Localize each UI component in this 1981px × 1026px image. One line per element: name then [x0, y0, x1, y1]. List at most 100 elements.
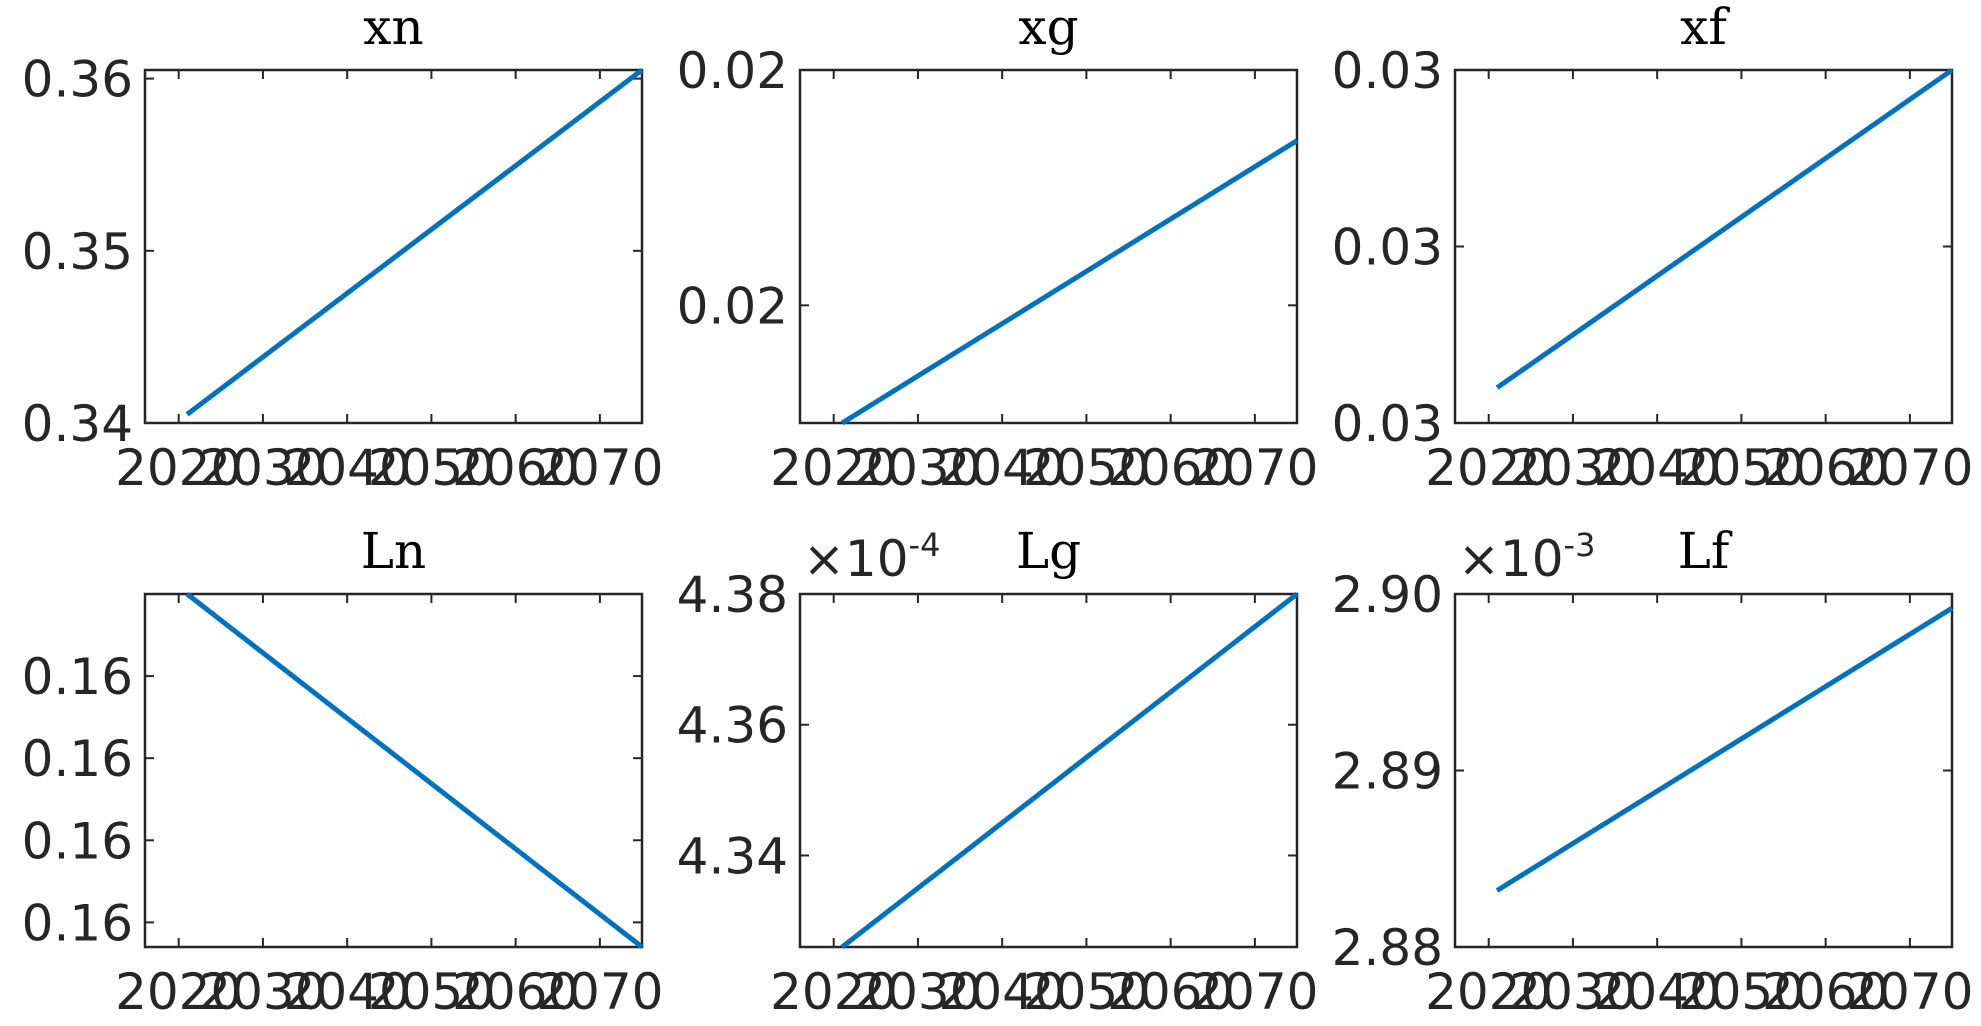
x-tick-labels: 2020 2030 2040 2050 2060 2070 — [115, 439, 663, 497]
series-line — [1495, 605, 1954, 893]
x-tick-label: 2070 — [1191, 439, 1318, 497]
x-tick-label: 2060 — [452, 439, 579, 497]
y-tick-label: 0.16 — [22, 894, 133, 952]
x-tick-label: 2050 — [368, 963, 495, 1021]
x-tick-label: 2030 — [1509, 439, 1636, 497]
series-lines — [840, 138, 1299, 426]
x-tick-labels: 2020 2030 2040 2050 2060 2070 — [770, 963, 1318, 1021]
x-tick-label: 2030 — [1509, 963, 1636, 1021]
series-line — [840, 592, 1299, 949]
x-tick-label: 2040 — [284, 963, 411, 1021]
x-tick-label: 2060 — [1107, 963, 1234, 1021]
x-tick-label: 2030 — [199, 963, 326, 1021]
y-tick-labels: 0.03 0.03 0.03 — [1332, 42, 1443, 453]
x-tick-label: 2070 — [536, 439, 663, 497]
x-tick-label: 2040 — [939, 439, 1066, 497]
y-tick-label: 0.36 — [22, 51, 133, 109]
subplot-title: Ln — [361, 522, 426, 580]
y-tick-label: 2.89 — [1332, 743, 1443, 801]
x-tick-label: 2060 — [452, 963, 579, 1021]
ticks — [800, 593, 1297, 947]
subplot-Lg: Lg ×10-4 2020 2030 2040 2050 2060 2070 4… — [677, 522, 1319, 1021]
y-tick-labels: 0.34 0.35 0.36 — [22, 51, 133, 453]
y-tick-label: 2.88 — [1332, 919, 1443, 977]
x-tick-label: 2050 — [1023, 439, 1150, 497]
subplot-xn: xn 2020 2030 2040 2050 2060 2070 0.34 0.… — [22, 0, 664, 497]
x-tick-labels: 2020 2030 2040 2050 2060 2070 — [770, 439, 1318, 497]
subplot-title: xg — [1018, 0, 1078, 56]
axes-box — [143, 592, 644, 949]
y-tick-labels: 4.34 4.36 4.38 — [677, 566, 788, 885]
x-tick-label: 2070 — [1191, 963, 1318, 1021]
ticks — [145, 594, 642, 947]
x-tick-label: 2050 — [1678, 439, 1805, 497]
y-tick-label: 0.02 — [677, 42, 788, 100]
ticks — [1455, 69, 1952, 424]
x-tick-label: 2030 — [854, 963, 981, 1021]
subplot-title: xf — [1680, 0, 1730, 56]
series-line — [1495, 67, 1954, 390]
x-tick-label: 2050 — [368, 439, 495, 497]
series-lines — [185, 68, 644, 417]
y-tick-label: 0.34 — [22, 395, 133, 453]
subplot-title: Lg — [1016, 522, 1081, 580]
series-lines — [840, 592, 1299, 949]
subplot-Ln: Ln 2020 2030 2040 2050 2060 2070 0.16 0.… — [22, 522, 664, 1021]
x-tick-label: 2040 — [284, 439, 411, 497]
y-tick-label: 4.34 — [677, 827, 788, 885]
axes-box — [798, 592, 1299, 949]
y-tick-label: 4.38 — [677, 566, 788, 624]
y-tick-label: 2.90 — [1332, 566, 1443, 624]
x-tick-label: 2060 — [1107, 439, 1234, 497]
axis-exponent-label: ×10-3 — [1458, 526, 1595, 588]
x-tick-label: 2020 — [115, 439, 242, 497]
series-lines — [1495, 67, 1954, 390]
x-tick-label: 2020 — [115, 963, 242, 1021]
y-tick-label: 4.36 — [677, 697, 788, 755]
x-tick-label: 2040 — [939, 963, 1066, 1021]
axis-exponent-label: ×10-4 — [803, 526, 940, 588]
x-tick-label: 2060 — [1762, 963, 1889, 1021]
x-tick-label: 2020 — [1425, 963, 1552, 1021]
subplot-title: Lf — [1678, 522, 1733, 580]
y-tick-label: 0.03 — [1332, 42, 1443, 100]
axes-box — [798, 68, 1299, 425]
ticks — [1455, 593, 1952, 948]
subplot-Lf: Lf ×10-3 2020 2030 2040 2050 2060 2070 2… — [1332, 522, 1974, 1021]
x-tick-label: 2060 — [1762, 439, 1889, 497]
y-tick-label: 0.02 — [677, 277, 788, 335]
x-tick-label: 2070 — [536, 963, 663, 1021]
x-tick-labels: 2020 2030 2040 2050 2060 2070 — [115, 963, 663, 1021]
y-tick-labels: 0.16 0.16 0.16 0.16 — [22, 648, 133, 952]
x-tick-label: 2050 — [1023, 963, 1150, 1021]
series-line — [185, 592, 644, 949]
x-tick-label: 2030 — [199, 439, 326, 497]
x-tick-label: 2040 — [1594, 963, 1721, 1021]
subplot-title: xn — [363, 0, 423, 56]
subplot-xf: xf 2020 2030 2040 2050 2060 2070 0.03 0.… — [1332, 0, 1974, 497]
y-tick-label: 0.03 — [1332, 219, 1443, 277]
y-tick-label: 0.16 — [22, 648, 133, 706]
x-tick-label: 2030 — [854, 439, 981, 497]
axes-box — [143, 68, 644, 425]
y-tick-label: 0.16 — [22, 812, 133, 870]
ticks — [145, 70, 642, 424]
y-tick-label: 0.35 — [22, 223, 133, 281]
series-lines — [185, 592, 644, 949]
x-tick-label: 2020 — [770, 963, 897, 1021]
x-tick-labels: 2020 2030 2040 2050 2060 2070 — [1425, 439, 1973, 497]
series-line — [185, 68, 644, 417]
y-tick-labels: 0.02 0.02 — [677, 42, 788, 335]
x-tick-label: 2050 — [1678, 963, 1805, 1021]
y-tick-label: 0.03 — [1332, 395, 1443, 453]
series-lines — [1495, 605, 1954, 893]
x-tick-label: 2020 — [1425, 439, 1552, 497]
x-tick-label: 2040 — [1594, 439, 1721, 497]
axes-box — [1453, 592, 1954, 949]
y-tick-label: 0.16 — [22, 730, 133, 788]
x-tick-label: 2070 — [1846, 439, 1973, 497]
y-tick-labels: 2.88 2.89 2.90 — [1332, 566, 1443, 977]
x-tick-label: 2020 — [770, 439, 897, 497]
x-tick-label: 2070 — [1846, 963, 1973, 1021]
